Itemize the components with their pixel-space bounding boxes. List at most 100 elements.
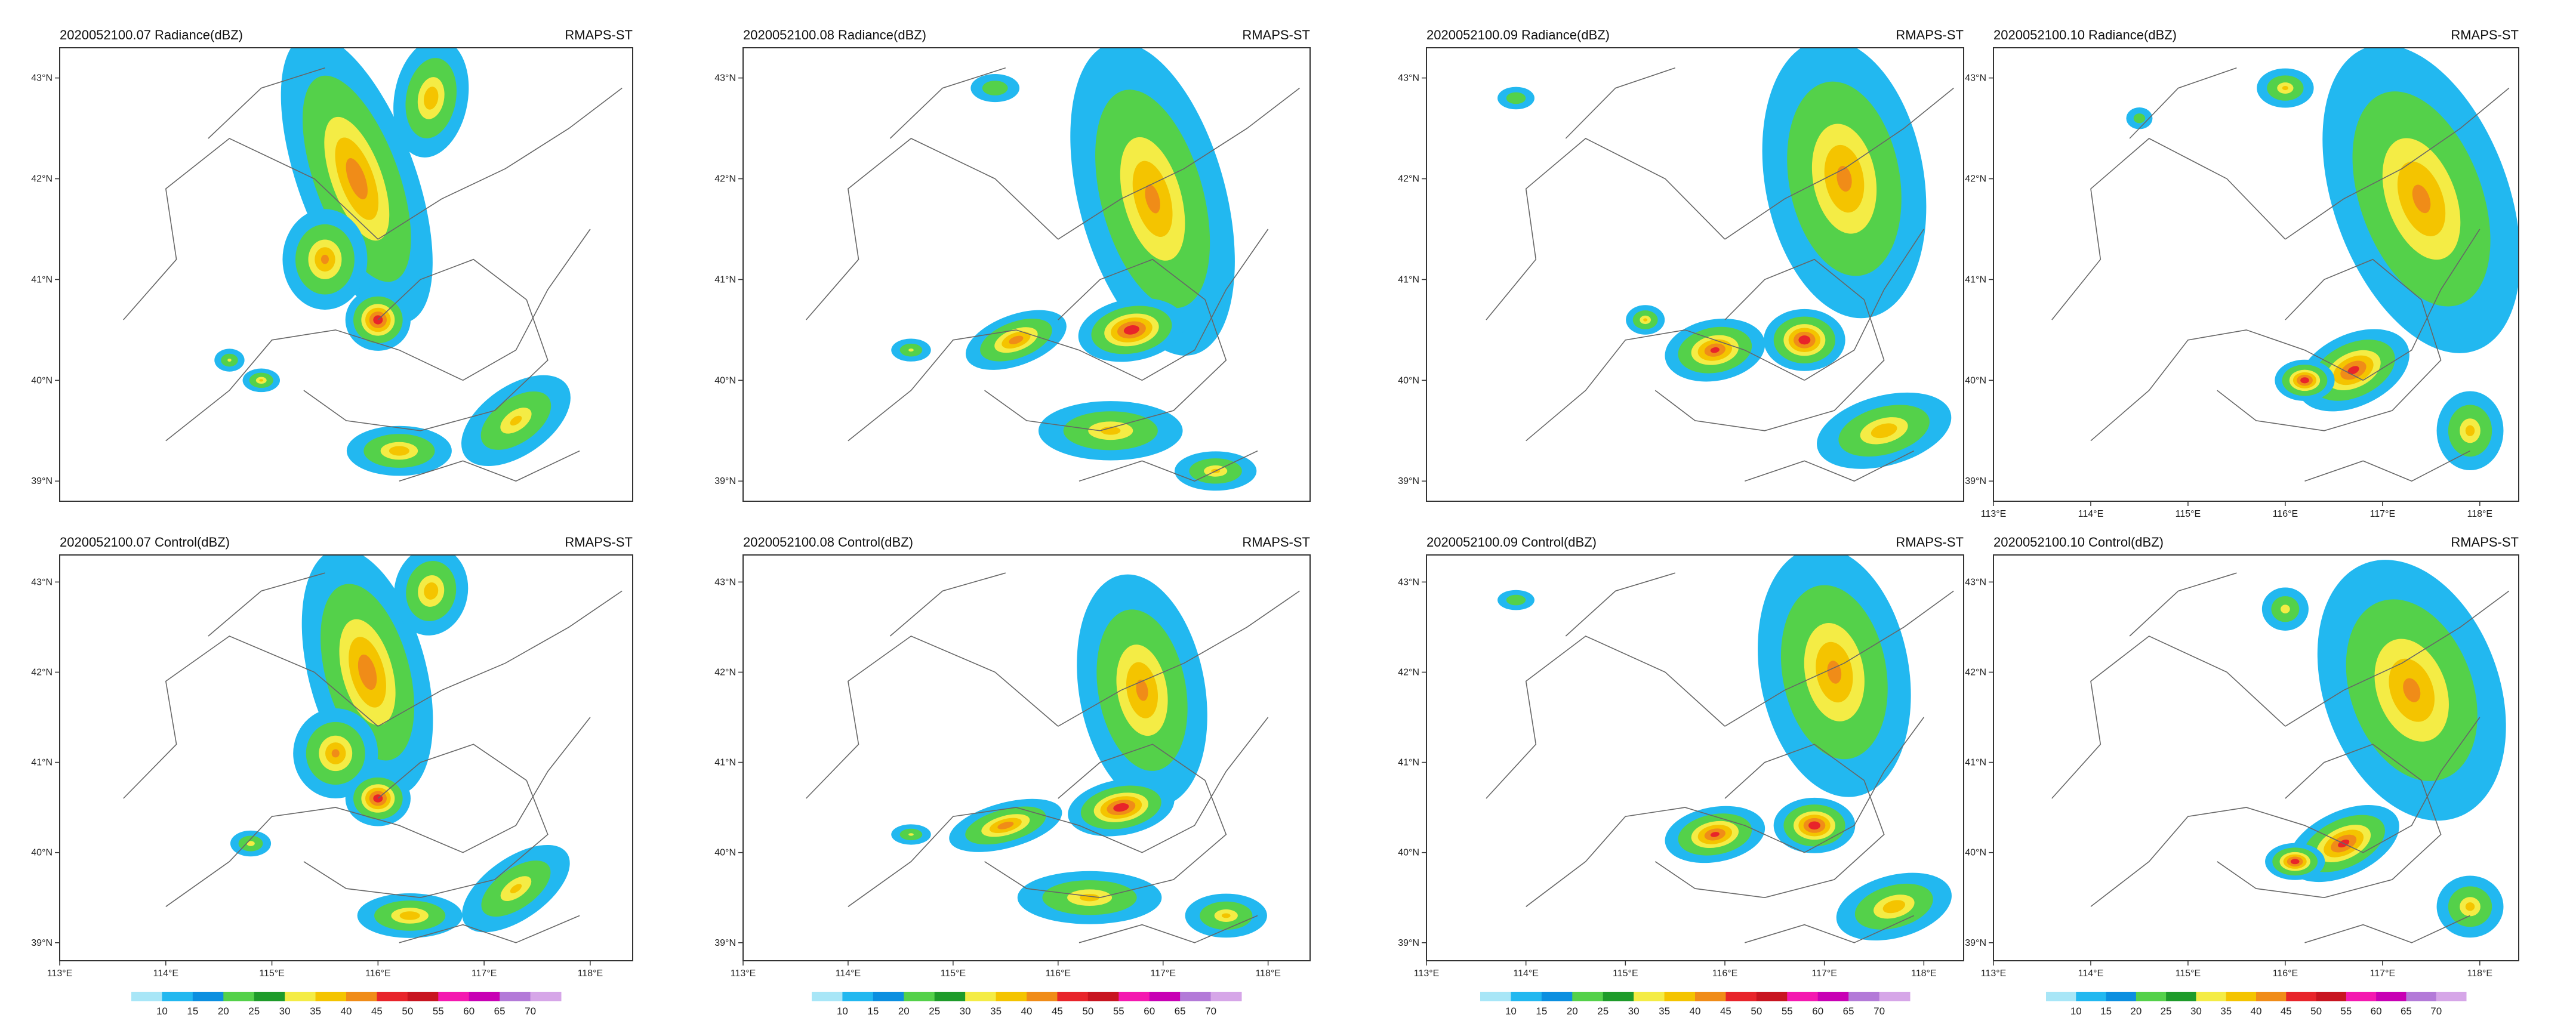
lat-tick-label: 41°N: [31, 758, 53, 768]
colorbar-swatch: [1149, 992, 1181, 1001]
lat-tick-label: 42°N: [31, 667, 53, 677]
model-label: RMAPS-ST: [1896, 27, 1964, 42]
colorbar-label: 30: [1628, 1005, 1640, 1017]
panel-title: 2020052100.10 Control(dBZ): [1993, 535, 2164, 550]
province-border: [984, 780, 1227, 899]
province-border: [2285, 87, 2510, 240]
reflectivity-cell: [1017, 871, 1162, 924]
reflectivity-cell: [1070, 48, 1235, 356]
contour-45: [1798, 335, 1811, 345]
colorbar-label: 25: [1597, 1005, 1609, 1017]
province-border: [2129, 67, 2237, 139]
lon-tick-label: 116°E: [2273, 509, 2298, 519]
colorbar-label: 55: [2340, 1005, 2352, 1017]
lat-tick-label: 39°N: [1965, 476, 1986, 486]
province-border: [1526, 807, 1805, 907]
lon-tick-label: 117°E: [1150, 968, 1176, 979]
reflectivity-cell: [965, 310, 1067, 370]
province-border: [377, 590, 623, 727]
panel-top-2: 2020052100.09 Radiance(dBZ) RMAPS-ST 39°N 4…: [1398, 27, 1964, 502]
province-border: [2304, 450, 2470, 482]
contour-35: [1871, 423, 1897, 439]
province-border: [2304, 915, 2470, 943]
lat-tick-label: 40°N: [31, 375, 53, 385]
colorbar-swatch: [1480, 992, 1511, 1001]
colorbar-swatch: [192, 992, 224, 1001]
reflectivity-cell: [1836, 872, 1952, 941]
colorbar-swatch: [842, 992, 874, 1001]
province-border: [123, 636, 378, 799]
panel-title: 2020052100.09 Control(dBZ): [1426, 535, 1597, 550]
colorbar-label: 20: [2130, 1005, 2141, 1017]
colorbar-swatch: [223, 992, 255, 1001]
contour-45: [1808, 821, 1820, 830]
lat-tick-label: 40°N: [1965, 848, 1986, 858]
colorbar-swatch: [1057, 992, 1089, 1001]
colorbar-swatch: [377, 992, 408, 1001]
map-area: [743, 48, 1310, 501]
map-area: [1993, 555, 2519, 961]
province-border: [1724, 744, 1865, 799]
colorbar-label: 70: [525, 1005, 536, 1017]
contour-35: [1101, 426, 1121, 435]
map-frame: [1426, 554, 1964, 961]
lat-tick-label: 39°N: [1398, 938, 1419, 948]
contour-20: [982, 81, 1008, 95]
lat-tick-label: 43°N: [31, 577, 53, 587]
map-frame: [1426, 47, 1964, 502]
lon-tick-label: 115°E: [2176, 509, 2201, 519]
colorbar-label: 10: [156, 1005, 168, 1017]
lat-tick-label: 41°N: [1965, 758, 1986, 768]
reflectivity-cell: [1764, 309, 1845, 371]
colorbar-label: 65: [1843, 1005, 1854, 1017]
lon-tick-label: 115°E: [2176, 968, 2201, 979]
colorbar-label: 70: [2430, 1005, 2442, 1017]
lat-tick-label: 39°N: [1398, 476, 1419, 486]
colorbar-label: 60: [1144, 1005, 1155, 1017]
model-label: RMAPS-ST: [1242, 535, 1310, 550]
lat-tick-label: 42°N: [714, 667, 736, 677]
lat-tick-label: 41°N: [714, 274, 736, 285]
colorbar-label: 65: [1175, 1005, 1186, 1017]
lat-tick-label: 41°N: [1398, 274, 1419, 285]
colorbar-label: 45: [371, 1005, 383, 1017]
colorbar-swatch: [1180, 992, 1212, 1001]
reflectivity-cell: [2436, 875, 2504, 938]
map-area: [60, 48, 633, 501]
colorbar-swatch: [162, 992, 193, 1001]
contour-45: [2290, 859, 2300, 865]
lat-tick-label: 42°N: [1398, 174, 1419, 184]
map-frame: [59, 47, 633, 502]
contour-35: [389, 446, 409, 456]
panel-title: 2020052100.09 Radiance(dBZ): [1426, 27, 1610, 42]
colorbar-label: 10: [1505, 1005, 1517, 1017]
lat-tick-label: 43°N: [1398, 577, 1419, 587]
colorbar-swatch: [1603, 992, 1634, 1001]
province-border: [1058, 87, 1300, 240]
contour-35: [424, 582, 439, 600]
lat-tick-label: 41°N: [714, 758, 736, 768]
panel-top-0: 2020052100.07 Radiance(dBZ) RMAPS-ST 39°N 4…: [31, 27, 633, 502]
reflectivity-cell: [2126, 107, 2153, 129]
province-border: [1745, 915, 1915, 943]
province-border: [2285, 258, 2422, 320]
colorbar-label: 50: [402, 1005, 413, 1017]
colorbar-label: 55: [1782, 1005, 1793, 1017]
panel-title: 2020052100.07 Control(dBZ): [60, 535, 230, 550]
province-border: [1654, 299, 1885, 431]
reflectivity-cell: [1758, 555, 1911, 797]
colorbar-swatch: [285, 992, 316, 1001]
province-border: [805, 138, 1059, 320]
lat-tick-label: 40°N: [1398, 848, 1419, 858]
reflectivity-cell: [2265, 843, 2325, 880]
colorbar-swatch: [2106, 992, 2137, 1001]
model-label: RMAPS-ST: [1242, 27, 1310, 42]
colorbar-label: 30: [2190, 1005, 2202, 1017]
colorbar-swatch: [1725, 992, 1757, 1001]
province-border: [1565, 67, 1675, 139]
province-border: [2090, 329, 2364, 442]
contour-40: [1145, 184, 1160, 214]
province-border: [1654, 780, 1885, 899]
reflectivity-cell: [2257, 68, 2314, 108]
colorbar-swatch: [1634, 992, 1665, 1001]
